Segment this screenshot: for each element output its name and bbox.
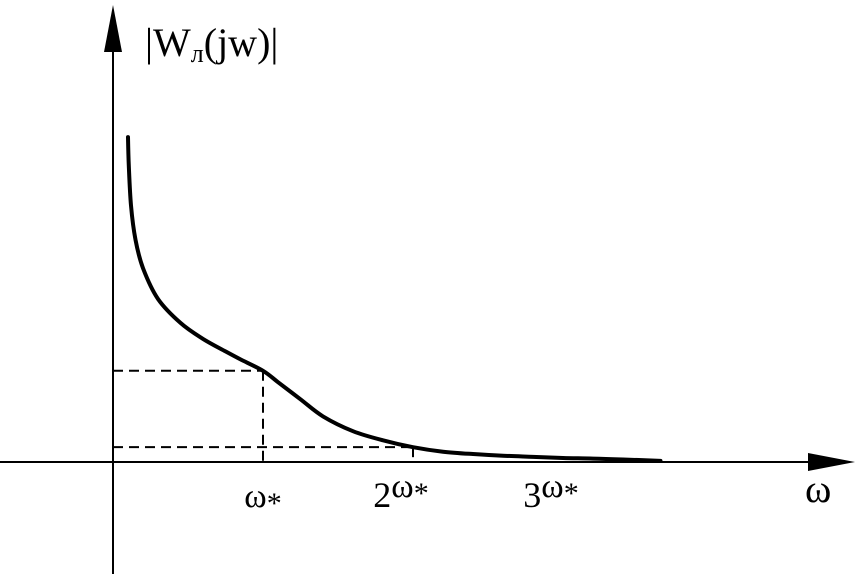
x-axis-arrow bbox=[808, 453, 855, 471]
y-axis-label-subscript: л bbox=[191, 39, 204, 68]
x-tick-omega: ω bbox=[541, 468, 563, 505]
y-axis-label-prefix: |W bbox=[145, 20, 191, 65]
x-axis-label: ω bbox=[805, 466, 831, 511]
x-tick-label-2: 2ω* bbox=[373, 468, 428, 515]
x-tick-label-1: ω* bbox=[244, 478, 281, 520]
y-axis-arrow bbox=[104, 5, 122, 52]
x-tick-label-3: 3ω* bbox=[523, 468, 578, 515]
y-axis-label-suffix: (jw)| bbox=[204, 20, 279, 65]
x-tick-labels: ω* 2ω* 3ω* bbox=[244, 468, 578, 520]
x-tick-star: * bbox=[564, 477, 579, 510]
series-curve bbox=[126, 135, 663, 463]
reference-guides bbox=[113, 369, 414, 462]
y-axis-label: |Wл(jw)| bbox=[145, 20, 278, 68]
x-tick-omega: ω bbox=[391, 468, 413, 505]
x-tick-coefficient: 2 bbox=[373, 475, 391, 515]
axes bbox=[0, 5, 855, 574]
x-tick-star: * bbox=[414, 477, 429, 510]
x-tick-star: * bbox=[267, 487, 282, 520]
x-tick-omega: ω bbox=[244, 478, 266, 515]
x-tick-coefficient: 3 bbox=[523, 475, 541, 515]
